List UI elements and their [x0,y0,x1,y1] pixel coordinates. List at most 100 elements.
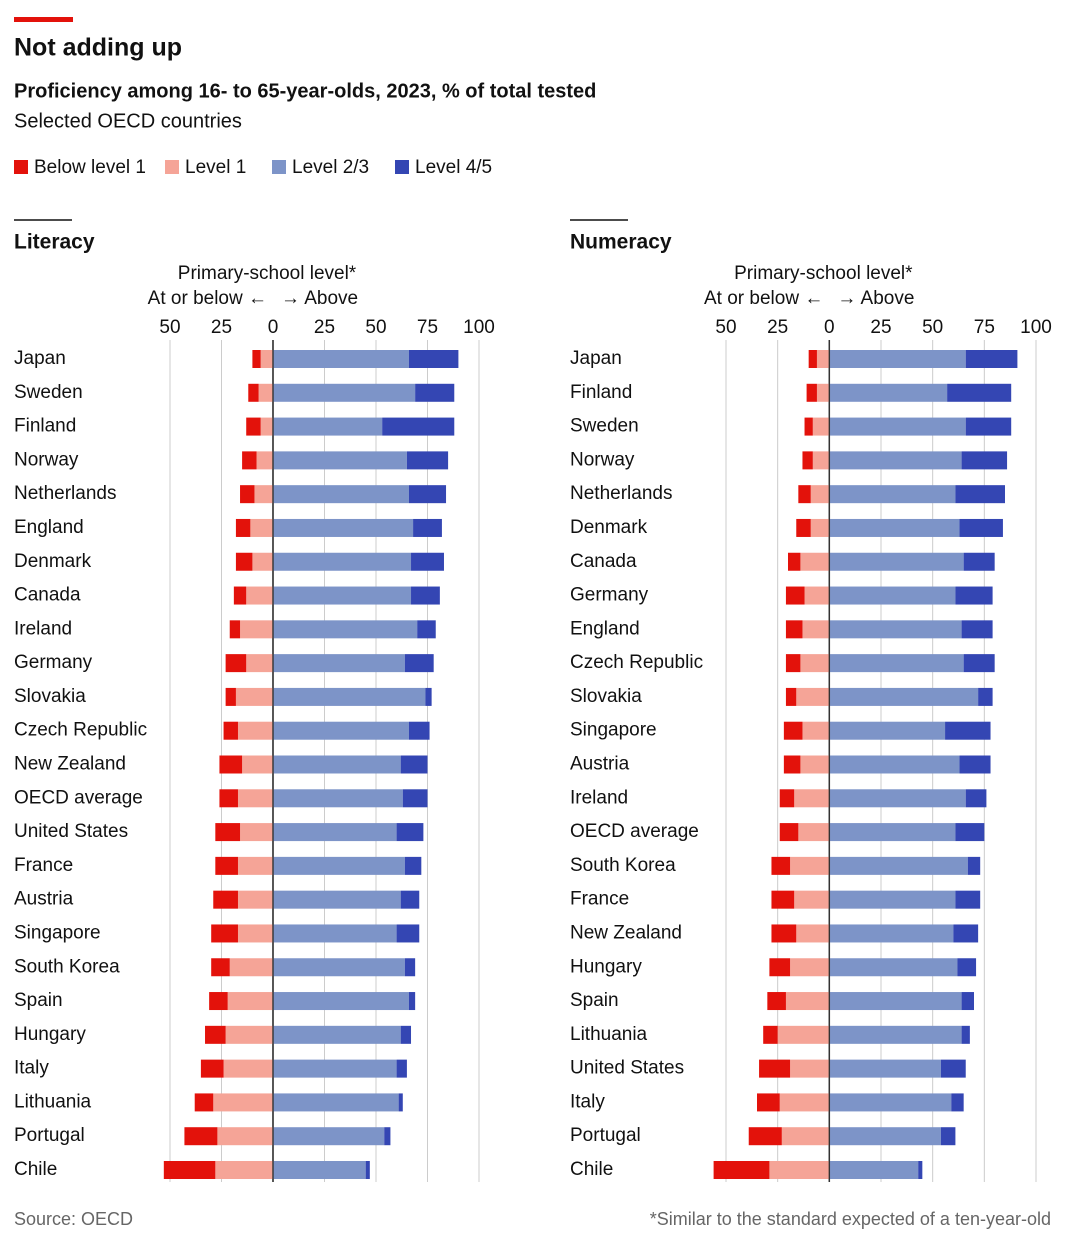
bar-segment [953,924,979,943]
bar-segment [250,518,273,537]
bar-segment [779,1093,830,1112]
bar-segment [211,924,238,943]
bar-segment [425,687,432,706]
bar-segment [961,1025,970,1044]
bar-segment [273,1059,397,1078]
y-tick-label: Singapore [14,922,101,943]
y-tick-label: Denmark [570,517,648,538]
bar-segment [225,1025,273,1044]
bar-segment [816,383,830,402]
bar-segment [237,856,273,875]
bar-segment [411,586,440,605]
bar-segment [396,1059,407,1078]
bar-segment [779,823,799,842]
x-tick-label: 0 [268,317,279,338]
bar-segment [235,518,251,537]
y-tick-label: Ireland [570,787,628,808]
bar-segment [771,856,791,875]
bar-segment [240,485,255,504]
bar-segment [771,924,797,943]
y-tick-label: South Korea [14,956,120,977]
y-tick-label: Canada [570,551,637,572]
y-tick-label: Hungary [570,956,642,977]
bar-segment [804,586,830,605]
bar-segment [918,1161,923,1179]
y-tick-label: Spain [14,990,63,1011]
bar-segment [829,654,964,673]
bar-segment [965,350,1018,368]
bar-segment [829,518,960,537]
bar-segment [965,417,1012,436]
bar-segment [404,654,434,673]
y-tick-label: United States [14,821,128,842]
bar-segment [400,755,428,774]
y-tick-label: Austria [14,889,74,910]
bar-segment [273,350,409,368]
bar-segment [273,586,412,605]
bar-segment [229,620,241,639]
bar-segment [163,1161,216,1179]
bar-segment [273,789,403,808]
bar-segment [246,654,273,673]
bar-segment [215,856,238,875]
bar-segment [273,1025,401,1044]
bar-segment [812,451,830,470]
bar-segment [804,417,813,436]
bar-segment [215,1161,273,1179]
bar-segment [411,552,444,571]
bar-segment [763,1025,778,1044]
bar-segment [940,1059,966,1078]
bar-segment [273,451,407,470]
bar-segment [790,958,830,977]
x-tick-label: 25 [870,317,891,338]
y-tick-label: Sweden [570,416,639,437]
bar-segment [947,383,1012,402]
bar-segment [785,586,805,605]
x-tick-label: 25 [767,317,788,338]
y-tick-label: Czech Republic [570,652,703,673]
subsubtitle: Selected OECD countries [14,110,242,132]
bar-segment [748,1127,782,1146]
bar-segment [273,823,397,842]
bar-segment [785,620,803,639]
y-tick-label: France [14,855,73,876]
bar-segment [400,1025,412,1044]
y-tick-label: Austria [570,754,630,775]
x-tick-label: 0 [824,317,835,338]
x-tick-label: 100 [1020,317,1052,338]
y-tick-label: Canada [14,585,81,606]
bar-segment [408,992,416,1011]
y-tick-label: South Korea [570,855,676,876]
y-tick-label: Chile [14,1159,57,1180]
bar-segment [783,755,801,774]
y-tick-label: Spain [570,990,619,1011]
y-tick-label: Hungary [14,1024,86,1045]
bar-segment [829,1093,952,1112]
bar-segment [413,518,442,537]
y-tick-label: Singapore [570,720,657,741]
y-tick-label: Denmark [14,551,92,572]
bar-segment [945,721,991,740]
bar-segment [790,1059,830,1078]
bar-segment [779,789,795,808]
bar-segment [802,451,813,470]
bar-segment [402,789,428,808]
bar-segment [213,890,238,909]
bar-segment [767,992,786,1011]
bar-segment [800,654,830,673]
bar-segment [961,620,993,639]
bar-segment [225,654,247,673]
bar-segment [273,924,397,943]
bar-segment [396,823,424,842]
bar-segment [961,451,1008,470]
y-tick-label: Finland [14,416,76,437]
y-tick-label: Netherlands [570,483,672,504]
x-tick-label: 25 [211,317,232,338]
bar-segment [246,417,261,436]
bar-segment [829,992,962,1011]
bar-segment [829,451,962,470]
bar-segment [273,721,409,740]
bar-segment [213,1093,273,1112]
right-label: → Above [837,288,914,309]
bar-segment [400,890,420,909]
